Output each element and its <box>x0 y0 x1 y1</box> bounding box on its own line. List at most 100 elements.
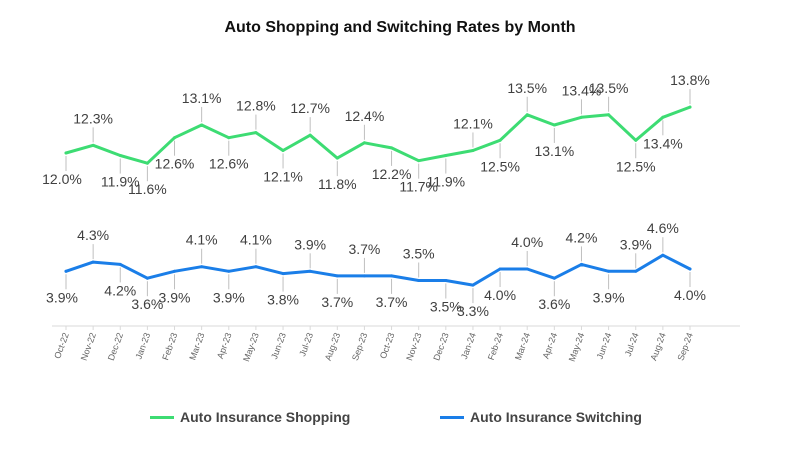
data-point[interactable] <box>281 272 285 276</box>
data-point[interactable] <box>254 265 258 269</box>
data-point[interactable] <box>91 260 95 264</box>
data-point[interactable] <box>64 269 68 273</box>
x-tick-label: Aug-23 <box>323 331 342 362</box>
data-label: 4.6% <box>647 220 679 236</box>
data-point[interactable] <box>227 269 231 273</box>
x-tick-label: Mar-23 <box>187 331 206 361</box>
data-point[interactable] <box>444 279 448 282</box>
data-label: 12.6% <box>209 156 249 172</box>
data-label: 3.5% <box>430 299 462 315</box>
x-tick-label: Feb-24 <box>486 331 505 361</box>
data-point[interactable] <box>254 131 258 135</box>
data-label: 4.3% <box>77 227 109 243</box>
data-point[interactable] <box>634 269 638 273</box>
x-tick-label: Jun-23 <box>269 331 288 360</box>
data-point[interactable] <box>64 151 68 155</box>
data-point[interactable] <box>417 279 421 282</box>
data-point[interactable] <box>173 136 177 140</box>
data-point[interactable] <box>308 269 312 273</box>
data-label: 3.7% <box>321 294 353 310</box>
data-point[interactable] <box>471 148 475 152</box>
data-point[interactable] <box>607 269 611 273</box>
data-point[interactable] <box>552 123 556 127</box>
data-point[interactable] <box>579 262 583 266</box>
legend-item-shopping[interactable]: Auto Insurance Shopping <box>150 409 350 425</box>
data-label: 3.6% <box>538 296 570 312</box>
data-label: 4.2% <box>566 229 598 245</box>
data-label: 4.1% <box>186 232 218 248</box>
data-label: 13.5% <box>507 80 547 96</box>
data-point[interactable] <box>444 154 448 158</box>
x-tick-label: Sep-24 <box>676 331 695 362</box>
data-point[interactable] <box>118 154 122 158</box>
data-label: 4.0% <box>511 234 543 250</box>
data-label: 3.7% <box>376 294 408 310</box>
data-point[interactable] <box>525 267 529 271</box>
data-point[interactable] <box>335 274 339 278</box>
data-point[interactable] <box>281 148 285 152</box>
data-point[interactable] <box>634 138 638 142</box>
data-point[interactable] <box>308 133 312 137</box>
data-point[interactable] <box>498 138 502 142</box>
data-point[interactable] <box>362 274 366 278</box>
data-label: 4.2% <box>104 282 136 298</box>
data-point[interactable] <box>362 141 366 145</box>
data-point[interactable] <box>417 159 421 163</box>
x-tick-label: Oct-23 <box>378 331 397 360</box>
data-point[interactable] <box>552 276 556 280</box>
x-tick-label: Jan-24 <box>459 331 478 360</box>
data-label: 13.1% <box>182 90 222 106</box>
data-point[interactable] <box>227 136 231 140</box>
data-label: 12.2% <box>372 166 412 182</box>
data-point[interactable] <box>91 143 95 147</box>
legend-item-switching[interactable]: Auto Insurance Switching <box>440 409 642 425</box>
data-point[interactable] <box>390 274 394 278</box>
data-point[interactable] <box>145 276 149 280</box>
data-point[interactable] <box>498 267 502 271</box>
x-tick-label: Dec-22 <box>106 331 125 362</box>
data-label: 12.5% <box>480 158 520 174</box>
x-tick-label: Sep-23 <box>350 331 369 362</box>
x-tick-label: Mar-24 <box>513 331 532 361</box>
x-tick-label: Jul-23 <box>297 331 315 357</box>
x-tick-label: Jun-24 <box>595 331 614 360</box>
data-label: 4.0% <box>484 287 516 303</box>
data-point[interactable] <box>471 283 475 287</box>
data-label: 3.3% <box>457 303 489 319</box>
data-point[interactable] <box>661 253 665 257</box>
data-point[interactable] <box>525 113 529 117</box>
data-label: 12.1% <box>453 115 493 131</box>
data-label: 3.9% <box>294 236 326 252</box>
data-label: 12.5% <box>616 158 656 174</box>
x-tick-label: Feb-23 <box>160 331 179 361</box>
data-label: 13.8% <box>670 72 710 88</box>
data-point[interactable] <box>607 113 611 117</box>
data-point[interactable] <box>579 115 583 119</box>
data-point[interactable] <box>688 267 692 271</box>
x-tick-label: Dec-23 <box>431 331 450 362</box>
data-point[interactable] <box>145 161 149 165</box>
data-label: 12.8% <box>236 98 276 114</box>
data-point[interactable] <box>200 265 204 269</box>
data-label: 3.8% <box>267 292 299 308</box>
data-label: 4.1% <box>240 232 272 248</box>
data-point[interactable] <box>661 115 665 119</box>
data-point[interactable] <box>335 156 339 160</box>
data-point[interactable] <box>200 123 204 127</box>
chart-title: Auto Shopping and Switching Rates by Mon… <box>224 19 576 36</box>
x-tick-label: Aug-24 <box>648 331 667 362</box>
data-point[interactable] <box>118 262 122 266</box>
x-tick-label: Apr-24 <box>541 331 560 360</box>
data-label: 12.4% <box>345 108 385 124</box>
data-label: 3.9% <box>593 289 625 305</box>
data-label: 13.1% <box>534 143 574 159</box>
legend-label-shopping: Auto Insurance Shopping <box>180 409 351 425</box>
legend-swatch-shopping <box>150 415 174 419</box>
data-label: 3.7% <box>348 241 380 257</box>
data-label: 12.6% <box>155 156 195 172</box>
data-point[interactable] <box>688 105 692 109</box>
x-tick-label: Oct-22 <box>52 331 71 360</box>
data-point[interactable] <box>390 146 394 150</box>
x-tick-label: Apr-23 <box>215 331 234 360</box>
data-point[interactable] <box>173 269 177 273</box>
